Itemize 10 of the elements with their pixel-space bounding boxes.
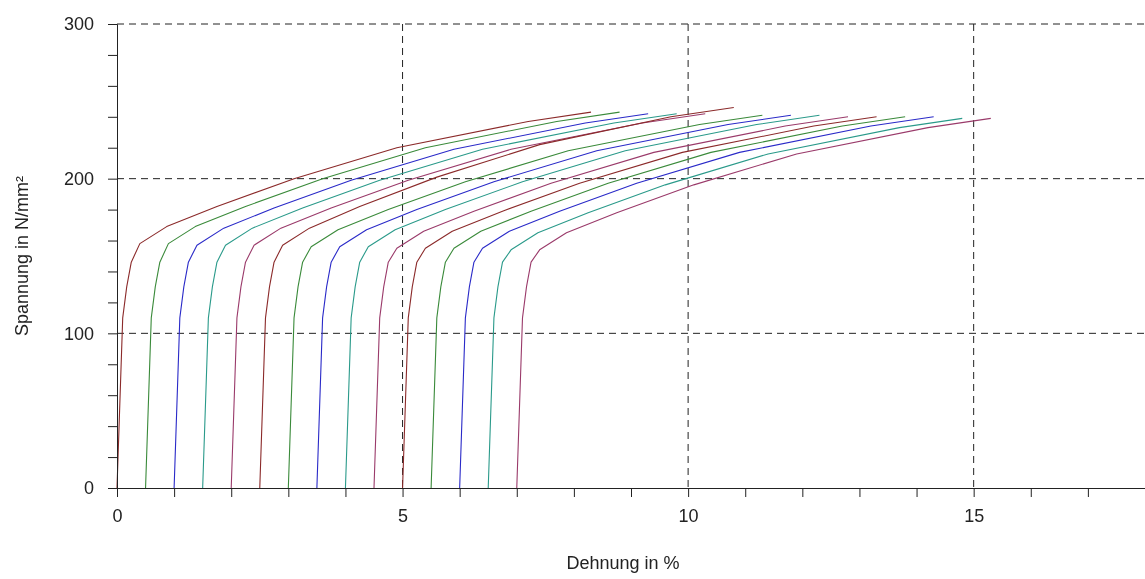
y-tick-label: 300	[63, 14, 94, 35]
y-axis-title: Spannung in N/mm²	[12, 175, 32, 337]
y-tick-label: 100	[63, 323, 94, 344]
x-axis-title: Dehnung in %	[566, 553, 680, 573]
x-tick-label: 5	[398, 505, 409, 526]
x-tick-label: 0	[112, 505, 123, 526]
y-tick-label: 200	[63, 168, 94, 189]
x-tick-label: 10	[678, 505, 699, 526]
y-tick-label: 0	[83, 478, 94, 499]
x-tick-label: 15	[964, 505, 985, 526]
